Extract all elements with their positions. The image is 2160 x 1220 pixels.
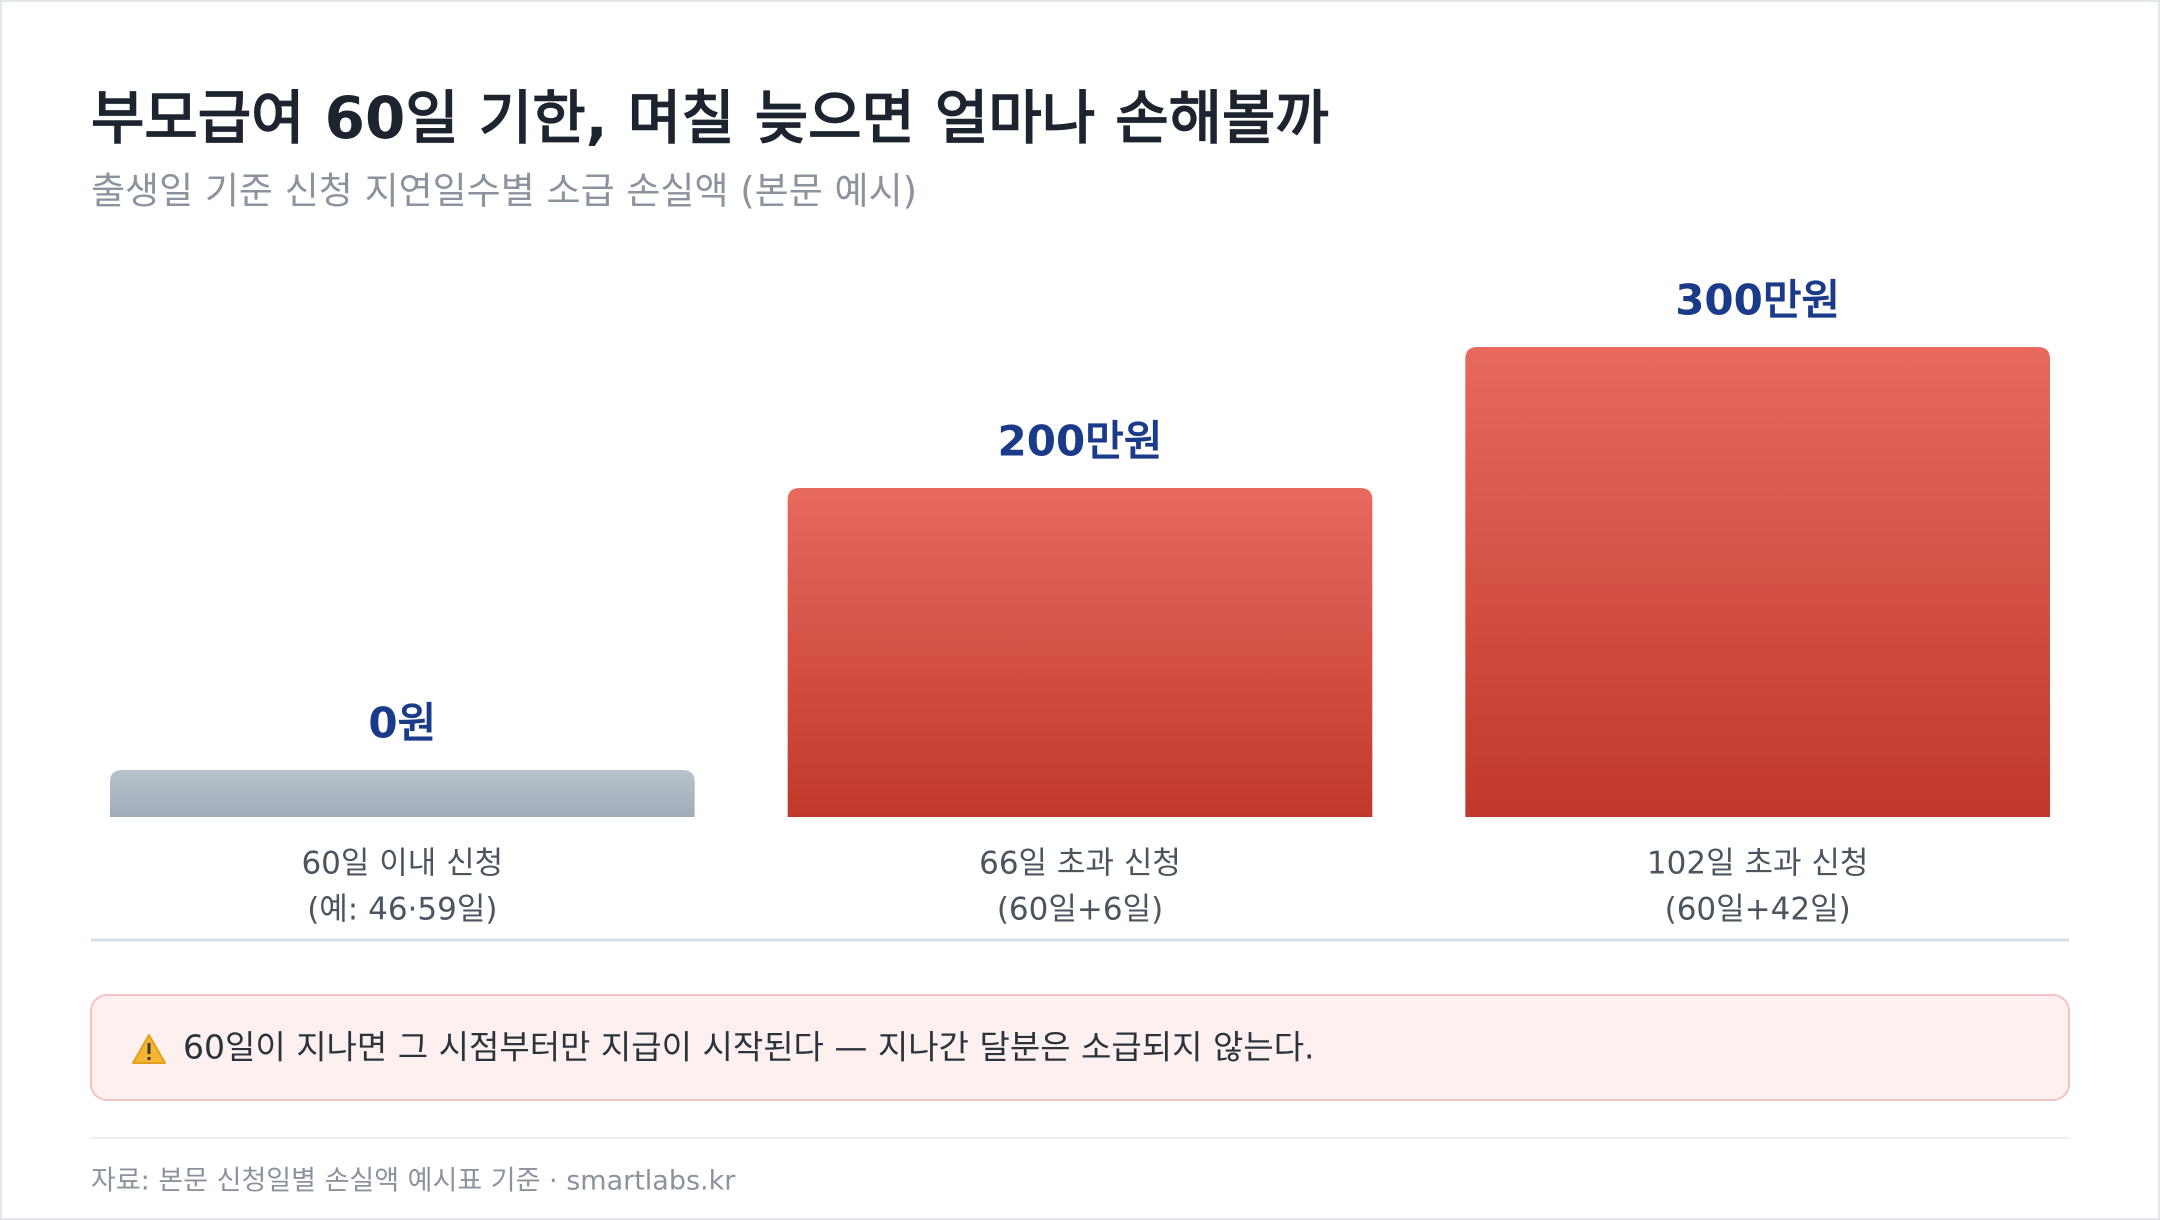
value-label: 200만원	[998, 417, 1163, 466]
bar	[110, 770, 695, 817]
note-text: 60일이 지나면 그 시점부터만 지급이 시작된다 — 지나간 달분은 소급되지…	[183, 1028, 1315, 1067]
x-tick-note: (60일+6일)	[997, 892, 1163, 928]
bar	[787, 488, 1373, 817]
note-box	[90, 994, 2070, 1101]
warning-icon	[132, 1034, 166, 1064]
chart-title: 부모급여 60일 기한, 며칠 늦으면 얼마나 손해볼까	[91, 84, 1329, 152]
x-tick-label: 102일 초과 신청	[1647, 846, 1868, 882]
x-tick-label: 60일 이내 신청	[301, 846, 503, 882]
x-tick-note: (예: 46·59일)	[307, 892, 497, 928]
chart-subtitle: 출생일 기준 신청 지연일수별 소급 손실액 (본문 예시)	[91, 170, 917, 213]
source: 자료: 본문 신청일별 손실액 예시표 기준 · smartlabs.kr	[91, 1166, 736, 1197]
bar	[1465, 347, 2050, 817]
value-label: 300만원	[1675, 276, 1840, 325]
x-tick-note: (60일+42일)	[1665, 892, 1851, 928]
x-tick-label: 66일 초과 신청	[979, 846, 1181, 882]
value-label: 0원	[368, 699, 436, 748]
